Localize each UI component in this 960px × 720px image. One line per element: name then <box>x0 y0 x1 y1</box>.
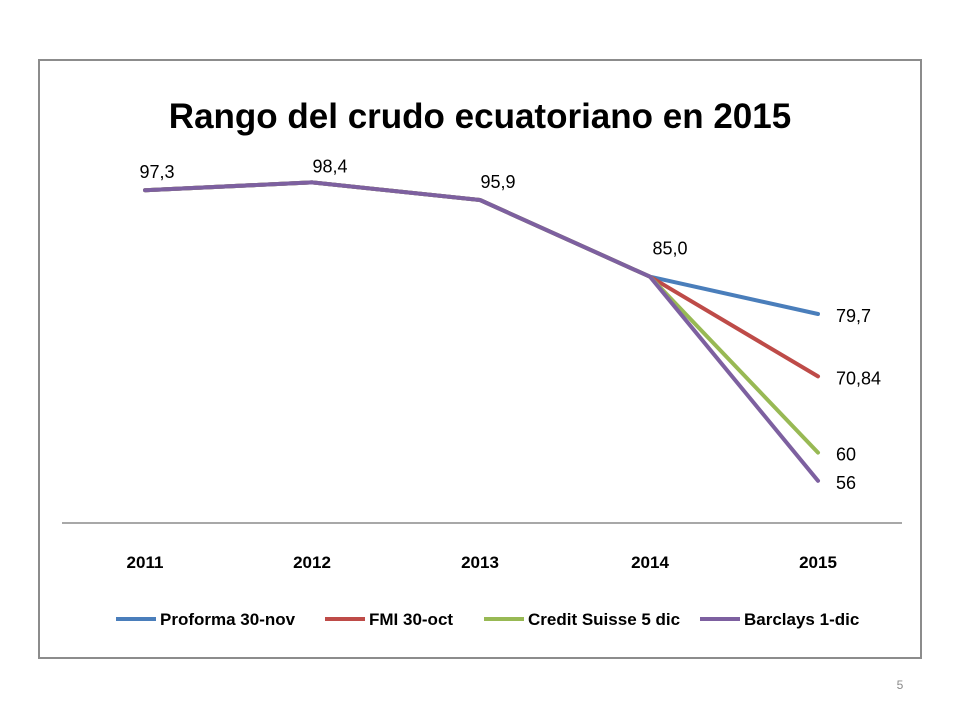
data-labels: 97,3 98,4 95,9 85,0 79,7 70,84 60 56 <box>139 156 881 492</box>
legend-label-3: Barclays 1-dic <box>744 610 859 629</box>
data-label-2012: 98,4 <box>312 156 347 176</box>
page-number: 5 <box>896 678 904 692</box>
legend-label-1: FMI 30-oct <box>369 610 453 629</box>
x-tick-label-2013: 2013 <box>461 553 499 572</box>
series-lines <box>143 180 820 483</box>
x-tick-label-2014: 2014 <box>631 553 669 572</box>
legend-label-2: Credit Suisse 5 dic <box>528 610 680 629</box>
end-label-3: 56 <box>836 473 856 493</box>
x-tick-label-2011: 2011 <box>127 553 164 572</box>
end-label-0: 79,7 <box>836 306 871 326</box>
series-line-3 <box>143 180 820 483</box>
data-label-2013: 95,9 <box>480 172 515 192</box>
data-label-2011: 97,3 <box>139 162 174 182</box>
x-tick-label-2012: 2012 <box>293 553 331 572</box>
legend-label-0: Proforma 30-nov <box>160 610 296 629</box>
end-label-2: 60 <box>836 445 856 465</box>
chart-frame <box>38 59 922 659</box>
legend: Proforma 30-nov FMI 30-oct Credit Suisse 5… <box>116 610 859 629</box>
x-tick-label-2015: 2015 <box>799 553 837 572</box>
end-label-1: 70,84 <box>836 368 881 388</box>
chart-title: Rango del crudo ecuatoriano en 2015 <box>169 97 791 136</box>
data-label-2014: 85,0 <box>652 239 687 259</box>
x-axis-ticks: 2011 2012 2013 2014 2015 <box>127 553 837 572</box>
